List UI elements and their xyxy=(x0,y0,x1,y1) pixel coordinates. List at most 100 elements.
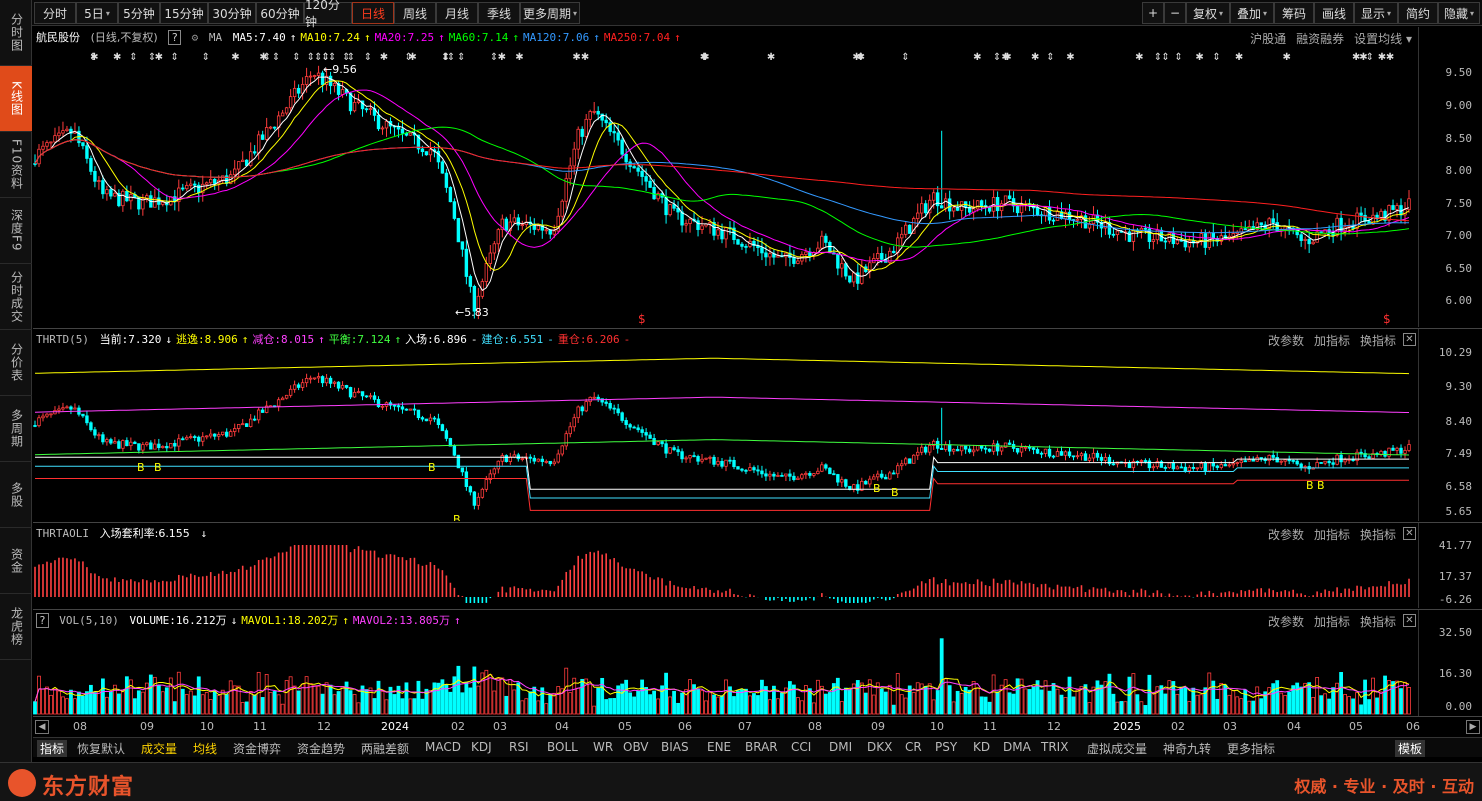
indicator-tab[interactable]: 均线 xyxy=(193,742,218,756)
indicator-tab[interactable]: ENE xyxy=(707,740,732,754)
indicator-tab[interactable]: 模板 xyxy=(1395,740,1426,757)
toolbar-button[interactable]: − xyxy=(1164,2,1186,24)
scroll-left-icon[interactable]: ◀ xyxy=(35,720,49,734)
left-nav-item[interactable]: 分时成交 xyxy=(0,264,32,330)
period-button[interactable]: 30分钟 xyxy=(208,2,256,24)
volume-bar xyxy=(524,698,529,715)
indicator-tab[interactable]: MACD xyxy=(425,740,461,754)
pane-action[interactable]: 换指标 xyxy=(1359,615,1396,629)
indicator-tab[interactable]: 资金博弈 xyxy=(233,742,282,756)
scroll-right-icon[interactable]: ▶ xyxy=(1466,720,1480,734)
toolbar-button[interactable]: 复权 ▾ xyxy=(1186,2,1230,24)
period-button[interactable]: 日线 xyxy=(352,2,394,24)
toolbar-button[interactable]: 简约 xyxy=(1398,2,1438,24)
indicator-tab[interactable]: 资金趋势 xyxy=(297,742,346,756)
pane-action[interactable]: 改参数 xyxy=(1267,528,1304,542)
toolbar-button[interactable]: 显示 ▾ xyxy=(1354,2,1398,24)
signal-star-icon: ✱ xyxy=(572,52,580,63)
left-nav-item[interactable]: K线图 xyxy=(0,66,32,132)
indicator-tab[interactable]: KDJ xyxy=(471,740,492,754)
indicator-tab[interactable]: TRIX xyxy=(1041,740,1069,754)
indicator-tab[interactable]: 两融差额 xyxy=(361,742,410,756)
adjust-mode[interactable]: (日线,不复权) xyxy=(90,31,158,44)
candle-body xyxy=(600,398,604,403)
left-nav-item[interactable]: 资金 xyxy=(0,528,32,594)
indicator-tab[interactable]: WR xyxy=(593,740,614,754)
period-label: 月线 xyxy=(444,6,469,21)
help-icon[interactable]: ? xyxy=(168,30,181,45)
indicator-tab[interactable]: OBV xyxy=(623,740,649,754)
thrtd-chart[interactable]: B B BBB BB B xyxy=(33,329,1482,521)
period-button[interactable]: 5分钟 xyxy=(118,2,160,24)
period-button[interactable]: 月线 xyxy=(436,2,478,24)
toolbar-button[interactable]: 筹码 xyxy=(1274,2,1314,24)
pane-action[interactable]: 换指标 xyxy=(1359,528,1396,542)
left-nav-item[interactable]: 多周期 xyxy=(0,396,32,462)
thrtaoli-chart[interactable] xyxy=(33,523,1482,608)
period-button[interactable]: 15分钟 xyxy=(160,2,208,24)
pane-action[interactable]: 加指标 xyxy=(1313,334,1350,348)
kline-link[interactable]: 沪股通 xyxy=(1250,32,1287,46)
left-nav-item[interactable]: 分时图 xyxy=(0,0,32,66)
pane-action[interactable]: 改参数 xyxy=(1267,615,1304,629)
stock-name[interactable]: 航民股份 xyxy=(36,31,80,44)
indicator-tab[interactable]: 成交量 xyxy=(141,742,178,756)
period-button[interactable]: 分时 xyxy=(34,2,76,24)
indicator-tab[interactable]: PSY xyxy=(935,740,958,754)
period-button[interactable]: 60分钟 xyxy=(256,2,304,24)
left-nav-item[interactable]: 多股 xyxy=(0,462,32,528)
candle-body xyxy=(884,476,888,480)
kline-pane[interactable]: ⇕ ⇕ ✱ ✱ ✱ ✱ ⇕ ✱ ⇕ ⇕ ✱ ✱ ⇕ ⇕ ⇕ ✱ ✱ ⇕ ⇕ ⇕ ⇕ ✱ ✱ ⇕ ✱ ⇕ ✱ ⇕ ⇕ ⇕ ✱ ✱ ✱ ⇕ ⇕ ✱ ⇕ ✱ ✱ ⇕… xyxy=(33,27,1482,327)
toolbar-button[interactable]: + xyxy=(1142,2,1164,24)
indicator-tab[interactable]: CR xyxy=(905,740,922,754)
indicator-tab[interactable]: 指标 xyxy=(37,740,68,757)
gear-icon[interactable]: ⚙ xyxy=(191,31,199,44)
indicator-tab[interactable]: CCI xyxy=(791,740,812,754)
period-button[interactable]: 5日 ▾ xyxy=(76,2,118,24)
indicator-tab[interactable]: DMI xyxy=(829,740,853,754)
indicator-tab[interactable]: BRAR xyxy=(745,740,778,754)
close-icon[interactable]: ✕ xyxy=(1403,527,1416,540)
candle-body xyxy=(1355,212,1359,229)
period-button[interactable]: 更多周期 ▾ xyxy=(520,2,580,24)
indicator-tab[interactable]: DKX xyxy=(867,740,893,754)
period-button[interactable]: 季线 xyxy=(478,2,520,24)
volume-bar xyxy=(592,705,597,715)
left-nav-item[interactable]: 深度F9 xyxy=(0,198,32,264)
pane-action[interactable]: 加指标 xyxy=(1313,528,1350,542)
indicator-tab[interactable]: BOLL xyxy=(547,740,578,754)
pane-action[interactable]: 加指标 xyxy=(1313,615,1350,629)
left-nav-item[interactable]: F10资料 xyxy=(0,132,32,198)
close-icon[interactable]: ✕ xyxy=(1403,614,1416,627)
help-icon[interactable]: ? xyxy=(36,613,49,628)
period-button[interactable]: 周线 xyxy=(394,2,436,24)
pane-action[interactable]: 换指标 xyxy=(1359,334,1396,348)
indicator-tab[interactable]: BIAS xyxy=(661,740,689,754)
close-icon[interactable]: ✕ xyxy=(1403,333,1416,346)
indicator-tab[interactable]: 神奇九转 xyxy=(1163,742,1212,756)
indicator-tab[interactable]: RSI xyxy=(509,740,529,754)
thrtaoli-name[interactable]: THRTAOLI xyxy=(36,527,89,540)
period-button[interactable]: 120分钟 xyxy=(304,0,352,29)
indicator-tab[interactable]: DMA xyxy=(1003,740,1031,754)
pane-action[interactable]: 改参数 xyxy=(1267,334,1304,348)
indicator-tab[interactable]: 虚拟成交量 xyxy=(1087,742,1148,756)
volume-chart[interactable] xyxy=(33,610,1482,716)
thrtd-name[interactable]: THRTD(5) xyxy=(36,333,89,346)
indicator-tab[interactable]: 更多指标 xyxy=(1227,742,1276,756)
toolbar-button[interactable]: 画线 xyxy=(1314,2,1354,24)
toolbar-button[interactable]: 叠加 ▾ xyxy=(1230,2,1274,24)
kline-link[interactable]: 融资融券 xyxy=(1296,32,1345,46)
volume-pane[interactable]: ? VOL(5,10) VOLUME:16.212万 ↓ MAVOL1:18.202… xyxy=(33,610,1482,716)
kline-link[interactable]: 设置均线 ▾ xyxy=(1354,32,1412,46)
volume-name[interactable]: VOL(5,10) xyxy=(59,614,119,627)
toolbar-button[interactable]: 隐藏 ▾ xyxy=(1438,2,1480,24)
left-nav-item[interactable]: 分价表 xyxy=(0,330,32,396)
indicator-tab[interactable]: 恢复默认 xyxy=(77,742,126,756)
indicator-tab[interactable]: KD xyxy=(973,740,991,754)
volume-bar xyxy=(660,685,664,715)
thrtaoli-pane[interactable]: THRTAOLI 入场套利率:6.155 ↓ 改参数 加指标 换指标 ✕ 41.77… xyxy=(33,523,1482,608)
kline-chart[interactable]: ⇕⇕ ✱✱✱ ✱⇕ ✱⇕ ⇕✱✱⇕⇕ ⇕ ✱✱ ⇕ ⇕⇕ ⇕ ✱ ✱⇕✱⇕✱ ⇕ ⇕⇕✱ ✱ ✱⇕ ⇕ ✱⇕ ✱✱ ⇕… xyxy=(33,27,1482,327)
left-nav-item[interactable]: 龙虎榜 xyxy=(0,594,32,660)
